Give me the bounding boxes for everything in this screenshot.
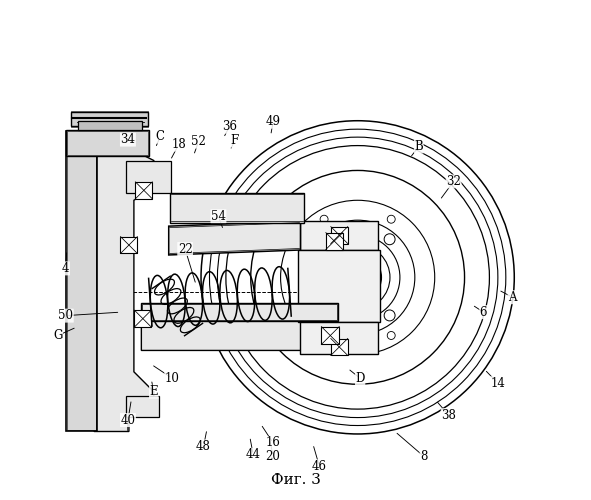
Text: 20: 20 [266, 450, 281, 463]
Text: A: A [508, 290, 517, 304]
Bar [135, 182, 152, 199]
Bar [326, 232, 343, 250]
Text: 4: 4 [62, 262, 70, 275]
Polygon shape [94, 130, 154, 432]
Bar [67, 132, 96, 430]
Text: 48: 48 [196, 440, 211, 453]
Bar [300, 221, 378, 250]
Text: 40: 40 [121, 414, 135, 426]
Bar [170, 193, 304, 222]
Bar [300, 322, 378, 354]
Text: 49: 49 [265, 115, 281, 128]
Bar [71, 112, 148, 126]
Text: 36: 36 [222, 120, 237, 133]
Text: 8: 8 [420, 450, 427, 463]
Bar [126, 396, 159, 416]
Bar [66, 130, 96, 432]
Text: 6: 6 [480, 306, 487, 318]
Bar [134, 310, 151, 327]
Bar [142, 304, 337, 320]
Text: 34: 34 [121, 133, 135, 146]
Polygon shape [141, 320, 340, 350]
Bar [322, 326, 339, 344]
Bar [78, 120, 142, 130]
Text: 46: 46 [312, 460, 327, 473]
Bar [66, 130, 150, 156]
Text: 52: 52 [191, 135, 206, 148]
Text: 32: 32 [446, 175, 461, 188]
Text: F: F [230, 134, 239, 147]
Text: 50: 50 [59, 309, 73, 322]
Bar [300, 221, 378, 250]
Text: Фиг. 3: Фиг. 3 [271, 472, 320, 486]
Bar [121, 236, 137, 254]
Text: 44: 44 [246, 448, 261, 462]
Text: 10: 10 [165, 372, 180, 385]
Text: D: D [355, 372, 365, 385]
Text: 54: 54 [211, 210, 226, 222]
Bar [331, 338, 348, 355]
Bar [67, 130, 148, 154]
Text: B: B [414, 140, 423, 153]
Text: C: C [156, 130, 165, 143]
Text: 22: 22 [178, 242, 193, 256]
Bar [126, 160, 171, 193]
Text: G: G [53, 329, 63, 342]
Text: 38: 38 [441, 408, 456, 422]
Text: 14: 14 [491, 377, 505, 390]
Bar [71, 111, 148, 126]
Bar [298, 250, 380, 322]
Polygon shape [168, 221, 300, 255]
Text: 16: 16 [266, 436, 281, 450]
Text: E: E [150, 385, 158, 398]
Bar [141, 302, 338, 320]
Bar [331, 226, 348, 244]
Text: 18: 18 [171, 138, 186, 151]
